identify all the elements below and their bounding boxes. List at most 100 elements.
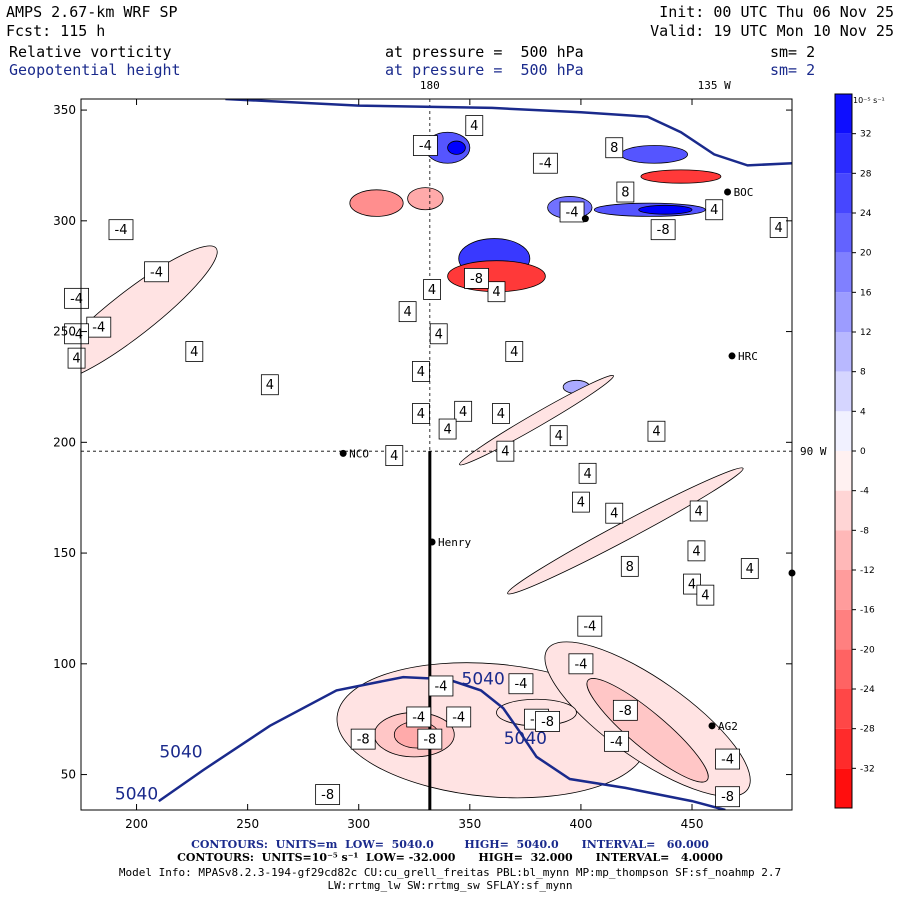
vorticity-label-text-22: 4 xyxy=(652,425,660,440)
vorticity-label-text-5: 4 xyxy=(72,352,80,367)
vorticity-label-text-25: 4 xyxy=(695,504,703,519)
vorticity-feature-16 xyxy=(507,467,744,595)
vorticity-label-text-36: -4 xyxy=(452,710,465,725)
colorbar-band-10 xyxy=(835,490,852,531)
colorbar-band-15 xyxy=(835,689,852,729)
vorticity-feature-15 xyxy=(81,245,218,383)
vorticity-label-box-50 xyxy=(616,181,635,203)
vorticity-label-text-15: 4 xyxy=(459,405,467,420)
vorticity-label-text-32: -4 xyxy=(574,657,587,672)
colorbar-tick-label-2: 24 xyxy=(860,209,872,219)
vorticity-label-32: -4 xyxy=(568,653,594,675)
vorticity-label-text-18: 4 xyxy=(555,429,563,444)
station-label-2: HRC xyxy=(738,350,758,363)
station-marker-0 xyxy=(339,449,347,457)
forecast-hour: Fcst: 115 h xyxy=(6,22,106,40)
x-tick-label-2: 300 xyxy=(347,817,370,831)
vorticity-label-text-51: 4 xyxy=(710,203,718,218)
vorticity-label-4: -4 xyxy=(64,323,89,345)
vorticity-label-text-16: 4 xyxy=(497,407,505,422)
colorbar-tick-label-11: -12 xyxy=(860,566,875,576)
colorbar-tick-label-14: -24 xyxy=(860,685,875,695)
vorticity-label-box-40 xyxy=(350,728,376,750)
vorticity-label-text-38: -8 xyxy=(541,715,554,730)
colorbar-tick-label-12: -16 xyxy=(860,606,875,616)
colorbar-band-12 xyxy=(835,570,852,610)
vorticity-label-13: 4 xyxy=(487,281,506,303)
vorticity-label-39: -8 xyxy=(612,699,638,721)
vorticity-label-text-31: -4 xyxy=(583,620,596,635)
x-tick-label-3: 350 xyxy=(458,817,481,831)
vorticity-label-38: -8 xyxy=(535,711,560,732)
station-marker-3 xyxy=(708,722,716,730)
vorticity-label-text-14: 4 xyxy=(510,345,518,360)
valid-time: Valid: 19 UTC Mon 10 Nov 25 xyxy=(650,22,894,40)
height-label-0: 5040 xyxy=(462,669,505,689)
vorticity-label-text-7: 4 xyxy=(266,378,274,393)
vorticity-label-43: -4 xyxy=(715,748,740,770)
footer-height-contours: CONTOURS: UNITS=m LOW= 5040.0 HIGH= 5040… xyxy=(191,838,709,851)
colorbar-band-1 xyxy=(835,133,852,174)
vorticity-label-49: 8 xyxy=(605,137,624,159)
vorticity-label-28: 4 xyxy=(683,573,701,595)
colorbar-band-2 xyxy=(835,173,852,213)
vorticity-feature-9 xyxy=(640,169,722,184)
colorbar-band-11 xyxy=(835,530,852,570)
vorticity-feature-7 xyxy=(638,204,693,215)
vorticity-label-54: 4 xyxy=(769,217,788,238)
init-time: Init: 00 UTC Thu 06 Nov 25 xyxy=(659,3,894,21)
colorbar-tick-label-5: 12 xyxy=(860,328,871,338)
vorticity-label-6: 4 xyxy=(185,341,204,362)
vorticity-label-0: -4 xyxy=(108,219,134,241)
x-tick-label-1: 250 xyxy=(236,817,259,831)
vorticity-label-text-24: 4 xyxy=(610,507,618,522)
vorticity-label-11: 4 xyxy=(429,323,448,345)
vorticity-label-text-10: 4 xyxy=(403,305,411,320)
colorbar-band-17 xyxy=(835,768,852,808)
colorbar-band-7 xyxy=(835,371,852,412)
vorticity-label-text-29: 4 xyxy=(746,562,754,577)
vorticity-label-text-11: 4 xyxy=(435,327,443,342)
vorticity-label-text-35: -4 xyxy=(412,710,425,725)
vorticity-label-36: -4 xyxy=(446,706,472,728)
colorbar-band-16 xyxy=(835,728,852,769)
vorticity-label-40: -8 xyxy=(350,728,376,750)
vorticity-label-text-44: -8 xyxy=(721,790,734,805)
station-label-4: BOC xyxy=(734,186,754,199)
vorticity-label-box-22 xyxy=(647,420,666,442)
plot-frame xyxy=(80,98,793,811)
vorticity-label-text-50: 8 xyxy=(621,186,629,201)
field1-name: Relative vorticity xyxy=(9,43,172,61)
vorticity-label-47: -4 xyxy=(412,135,438,156)
vorticity-label-box-31 xyxy=(577,615,603,637)
vorticity-label-box-25 xyxy=(689,500,708,522)
vorticity-label-box-41 xyxy=(417,728,443,750)
vorticity-label-box-0 xyxy=(108,219,134,241)
vorticity-label-51: 4 xyxy=(705,199,724,221)
vorticity-label-box-27 xyxy=(620,555,639,577)
vorticity-label-29: 4 xyxy=(740,558,759,579)
y-tick-label-3: 200 xyxy=(53,435,76,449)
vorticity-label-24: 4 xyxy=(605,502,624,524)
vorticity-label-text-13: 4 xyxy=(492,285,500,300)
vorticity-label-text-42: -4 xyxy=(610,735,623,750)
vorticity-label-text-41: -8 xyxy=(423,733,436,748)
vorticity-label-text-0: -4 xyxy=(115,223,128,238)
vorticity-label-box-21 xyxy=(578,462,597,484)
vorticity-label-box-6 xyxy=(185,341,204,362)
vorticity-label-box-39 xyxy=(612,699,638,721)
colorbar-units: 10⁻⁵ s⁻¹ xyxy=(853,96,885,105)
vorticity-label-3: -4 xyxy=(86,316,112,338)
vorticity-label-box-14 xyxy=(505,341,524,362)
vorticity-label-text-43: -4 xyxy=(721,753,734,768)
vorticity-label-box-34 xyxy=(508,673,534,695)
y-tick-label-4: 250 xyxy=(53,325,76,339)
station-marker-2 xyxy=(728,352,736,360)
vorticity-label-box-17 xyxy=(438,418,457,440)
vorticity-label-42: -4 xyxy=(604,730,629,752)
vorticity-label-text-26: 4 xyxy=(692,544,700,559)
vorticity-label-box-12 xyxy=(423,279,441,300)
field1-level: at pressure = 500 hPa xyxy=(385,43,584,61)
field2-smoothing: sm= 2 xyxy=(770,61,816,79)
